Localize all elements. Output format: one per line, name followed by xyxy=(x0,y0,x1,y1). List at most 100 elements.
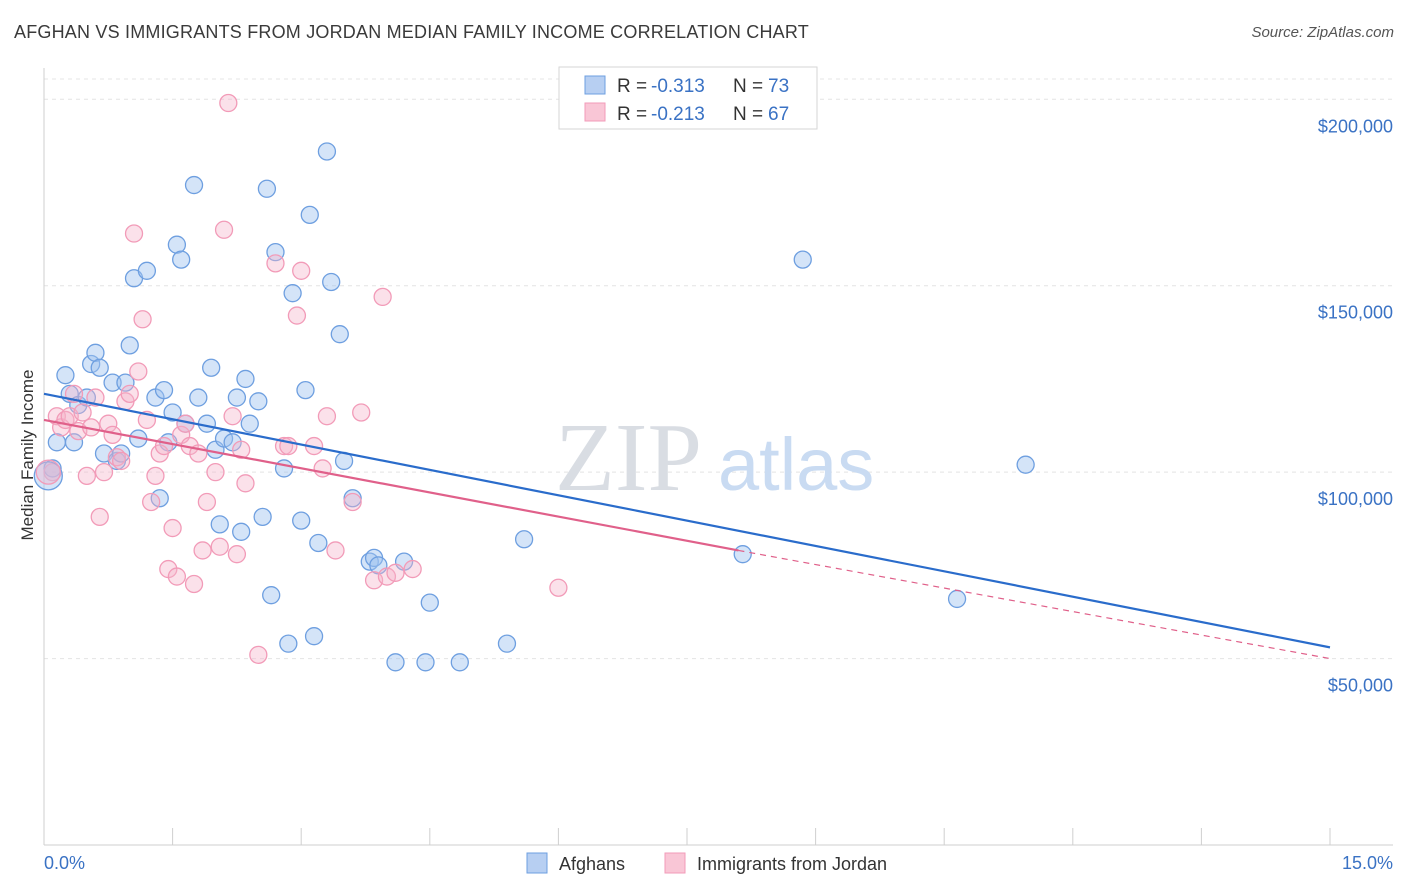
point-jordan-60 xyxy=(386,563,405,582)
point-afghans-51 xyxy=(309,533,328,553)
point-jordan-26 xyxy=(154,436,174,456)
x-tick-label-min: 0.0% xyxy=(44,853,85,873)
point-afghans-30 xyxy=(202,358,221,377)
series-legend-afghans: Afghans xyxy=(559,854,625,874)
point-afghans-18 xyxy=(137,261,157,280)
chart-title: AFGHAN VS IMMIGRANTS FROM JORDAN MEDIAN … xyxy=(14,22,809,42)
point-jordan-21 xyxy=(133,310,152,329)
trend-line-jordan-dashed xyxy=(738,549,1331,660)
point-jordan-0 xyxy=(43,462,62,482)
point-afghans-2 xyxy=(56,366,75,385)
point-afghans-8 xyxy=(86,343,105,362)
point-jordan-16 xyxy=(112,451,131,471)
legend-r-label-1: R = xyxy=(617,76,647,97)
source-label: Source: ZipAtlas.com xyxy=(1251,24,1394,41)
point-jordan-45 xyxy=(249,645,268,664)
point-afghans-64 xyxy=(450,653,469,672)
watermark-zip: ZIP xyxy=(555,404,702,512)
point-jordan-23 xyxy=(142,492,161,512)
trend-line-afghans xyxy=(43,392,1331,649)
point-jordan-8 xyxy=(77,466,97,486)
point-jordan-29 xyxy=(167,567,187,586)
point-afghans-50 xyxy=(304,627,324,646)
legend-r-value-1: -0.313 xyxy=(651,76,705,97)
point-afghans-41 xyxy=(257,179,277,198)
legend-r-value-2: -0.213 xyxy=(651,104,705,125)
point-afghans-67 xyxy=(733,545,752,564)
point-jordan-28 xyxy=(163,518,182,538)
point-jordan-50 xyxy=(292,261,311,280)
point-afghans-46 xyxy=(283,284,302,303)
point-afghans-66 xyxy=(514,530,534,549)
point-jordan-39 xyxy=(214,220,234,239)
point-jordan-42 xyxy=(227,545,247,564)
point-afghans-70 xyxy=(1016,455,1035,474)
series-legend-swatch-afghans xyxy=(526,852,548,874)
watermark-atlas: atlas xyxy=(718,423,874,506)
y-axis-title: Median Family Income xyxy=(18,369,37,540)
point-jordan-7 xyxy=(73,403,92,422)
point-jordan-18 xyxy=(120,384,139,403)
point-afghans-11 xyxy=(103,373,122,392)
y-tick-label-3: $200,000 xyxy=(1318,116,1393,136)
point-jordan-62 xyxy=(549,578,568,597)
point-afghans-15 xyxy=(120,336,139,355)
y-tick-label-0: $50,000 xyxy=(1328,676,1393,696)
point-afghans-35 xyxy=(227,388,247,407)
legend-swatch-afghans xyxy=(584,75,606,95)
point-afghans-27 xyxy=(184,175,204,195)
point-jordan-40 xyxy=(219,93,238,113)
point-jordan-49 xyxy=(287,306,307,325)
point-jordan-35 xyxy=(193,541,212,560)
point-afghans-4 xyxy=(64,433,84,452)
point-jordan-56 xyxy=(352,403,371,422)
y-tick-label-1: $100,000 xyxy=(1318,489,1393,509)
point-jordan-19 xyxy=(124,224,144,243)
point-afghans-54 xyxy=(330,325,349,344)
point-afghans-45 xyxy=(279,634,298,653)
stats-legend: R = -0.313 N = 73 R = -0.213 N = 67 xyxy=(558,66,818,130)
x-tick-label-max: 15.0% xyxy=(1342,853,1393,873)
point-afghans-9 xyxy=(90,358,109,377)
legend-swatch-jordan xyxy=(584,102,606,122)
y-tick-label-2: $150,000 xyxy=(1318,303,1393,323)
point-jordan-33 xyxy=(184,574,204,594)
legend-r-label-2: R = xyxy=(617,104,647,125)
point-jordan-54 xyxy=(326,541,345,560)
point-afghans-42 xyxy=(262,586,281,605)
point-jordan-44 xyxy=(236,474,255,493)
point-jordan-53 xyxy=(317,407,337,426)
point-afghans-large xyxy=(33,461,63,491)
point-afghans-37 xyxy=(236,369,255,389)
y-tick-labels: $50,000 $100,000 $150,000 $200,000 xyxy=(1318,116,1393,695)
point-jordan-46 xyxy=(266,254,285,273)
trend-line-jordan xyxy=(43,418,739,552)
gridlines xyxy=(44,78,1393,660)
point-afghans-24 xyxy=(167,235,187,254)
legend-n-label-1: N = xyxy=(733,76,763,97)
legend-n-value-2: 67 xyxy=(768,104,789,125)
series-legend: Afghans Immigrants from Jordan xyxy=(526,852,887,874)
point-afghans-49 xyxy=(300,205,319,225)
legend-n-label-2: N = xyxy=(733,104,763,125)
point-afghans-36 xyxy=(232,522,251,541)
point-afghans-38 xyxy=(240,414,259,433)
point-afghans-69 xyxy=(947,589,967,609)
series-legend-jordan: Immigrants from Jordan xyxy=(697,854,887,874)
axes xyxy=(43,68,1393,846)
point-afghans-21 xyxy=(154,380,174,400)
point-jordan-61 xyxy=(403,559,422,579)
legend-n-value-1: 73 xyxy=(768,76,789,97)
point-afghans-52 xyxy=(317,142,337,161)
point-afghans-40 xyxy=(253,507,272,527)
point-jordan-43 xyxy=(232,440,251,459)
point-afghans-65 xyxy=(497,634,517,653)
point-jordan-41 xyxy=(223,407,242,426)
point-jordan-large xyxy=(35,459,61,485)
series-legend-swatch-jordan xyxy=(664,852,686,874)
point-afghans-53 xyxy=(322,272,341,292)
point-afghans-68 xyxy=(793,250,812,269)
point-afghans-44 xyxy=(274,459,294,478)
point-jordan-12 xyxy=(94,462,114,482)
